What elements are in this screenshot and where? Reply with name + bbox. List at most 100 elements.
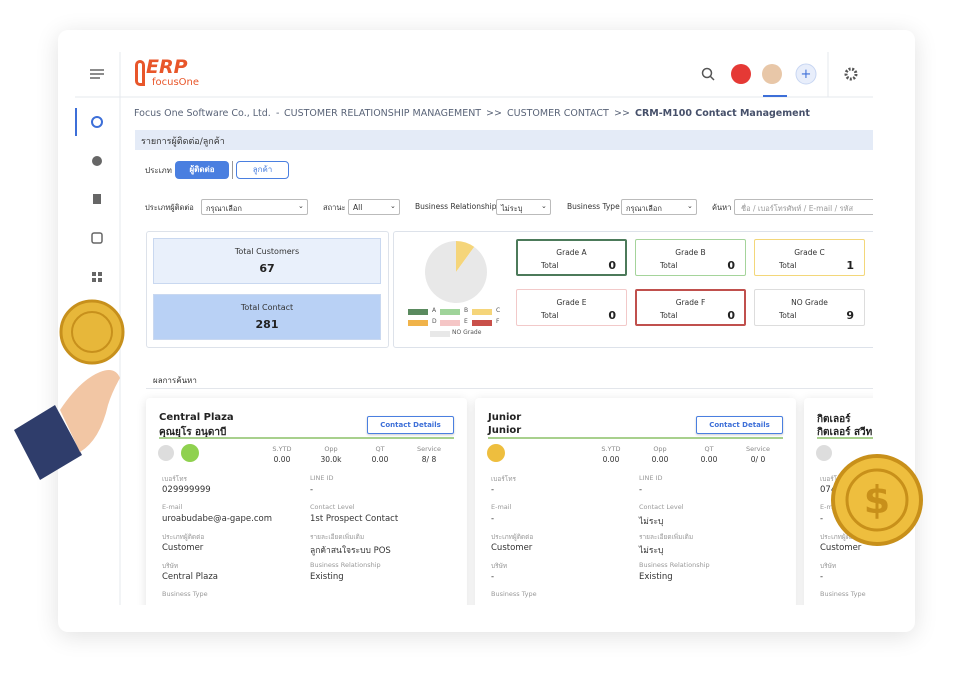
field-label: บริษัท (820, 562, 837, 570)
section-title: รายการผู้ติดต่อ/ลูกค้า (141, 137, 225, 147)
select-arrow: ⌄ (541, 202, 547, 210)
field-value: 074 (820, 485, 837, 495)
nav-icon[interactable] (92, 156, 102, 166)
legend-label: E (464, 318, 468, 325)
stat-label: QT (375, 445, 385, 453)
grade-box (516, 289, 627, 326)
stat-value: 0.00 (602, 455, 620, 464)
sidebar (75, 52, 120, 605)
summary-box (153, 238, 381, 284)
legend-label: C (496, 307, 501, 314)
legend-swatch (472, 309, 492, 315)
nav-icon[interactable] (91, 116, 103, 128)
filter-label: ประเภทผู้ติดต่อ (145, 203, 194, 212)
add-button[interactable] (795, 63, 817, 85)
search-label: ค้นหา (712, 203, 732, 212)
grade-total-label: Total (541, 261, 559, 270)
card-contact: คุณยุโร อนุดาบี (159, 427, 227, 438)
summary-value: 67 (259, 262, 275, 275)
field-value: Existing (639, 572, 673, 582)
breadcrumb-separator: - (276, 108, 280, 119)
breadcrumb-item[interactable]: Focus One Software Co., Ltd. (134, 108, 271, 119)
svg-text:+: + (801, 67, 812, 82)
status-icon (816, 445, 832, 461)
stat-value: 0.00 (700, 455, 718, 464)
field-value: Central Plaza (162, 572, 219, 582)
avatar[interactable] (731, 64, 751, 84)
field-label: E-mail (162, 503, 183, 511)
stat-value: 0.00 (651, 455, 669, 464)
select-arrow: ⌄ (687, 202, 693, 210)
grade-total-label: Total (779, 311, 797, 320)
stat-label: Opp (324, 445, 338, 453)
field-value: 029999999 (162, 485, 211, 495)
field-label: Business Relationship (310, 561, 381, 569)
grade-name: Grade B (675, 248, 706, 257)
field-label: Business Type (820, 590, 866, 598)
logo-subtext: focusOne (152, 77, 200, 88)
field-label: ประเภทผู้ติดต่อ (491, 533, 534, 541)
legend-swatch (430, 331, 450, 337)
filter-select[interactable]: กรุณาเลือก (621, 199, 697, 215)
grade-box (516, 239, 627, 276)
grade-total: 0 (727, 309, 735, 322)
breadcrumb-item[interactable]: CUSTOMER RELATIONSHIP MANAGEMENT (284, 108, 482, 119)
search-input[interactable]: ชื่อ / เบอร์โทรศัพท์ / E-mail / รหัส (734, 199, 873, 215)
field-label: เบอร์โทร (820, 475, 846, 483)
filter-select[interactable]: กรุณาเลือก (201, 199, 308, 215)
stat-value: 0.00 (273, 455, 291, 464)
legend-label: A (432, 307, 437, 314)
contact-details-button[interactable]: Contact Details (696, 416, 783, 434)
type-option[interactable]: ผู้ติดต่อ (175, 161, 229, 179)
legend-swatch (408, 320, 428, 326)
grade-total-label: Total (660, 311, 678, 320)
field-label: LINE ID (310, 474, 334, 482)
search-icon[interactable] (701, 67, 713, 79)
card-divider (488, 437, 783, 439)
field-label: เบอร์โทร (491, 475, 517, 483)
field-value: Customer (820, 543, 862, 553)
contact-details-button[interactable]: Contact Details (367, 416, 454, 434)
logo-text: ERP (146, 56, 188, 78)
contact-card (146, 398, 467, 605)
avatar[interactable] (762, 64, 782, 84)
results-title: ผลการค้นหา (153, 376, 197, 385)
menu-icon[interactable] (90, 69, 104, 79)
legend-swatch (440, 320, 460, 326)
legend-swatch (440, 309, 460, 315)
grade-name: Grade F (675, 298, 706, 307)
status-icon (181, 444, 199, 462)
summary-panel (146, 231, 389, 348)
filter-label: Business Type (567, 202, 620, 211)
field-value: uroabudabe@a-gape.com (162, 514, 272, 524)
field-value: - (491, 514, 495, 524)
field-value: 1st Prospect Contact (310, 514, 399, 524)
stat-label: S.YTD (272, 445, 292, 453)
legend-label: B (464, 307, 469, 314)
breadcrumb-item[interactable]: CRM-M100 Contact Management (635, 108, 810, 119)
field-label: E-mail (491, 503, 512, 511)
card-divider (159, 437, 454, 439)
field-label: ประเภทผู้ติดต่อ (820, 533, 863, 541)
filter-select[interactable]: All (348, 199, 400, 215)
type-option[interactable]: ลูกค้า (236, 161, 289, 179)
divider (232, 161, 233, 179)
active-marker (75, 108, 77, 136)
card-divider (817, 437, 873, 439)
filter-label: สถานะ (323, 203, 346, 212)
grade-box (635, 239, 746, 276)
grade-total-label: Total (779, 261, 797, 270)
results-divider (146, 388, 873, 389)
settings-icon[interactable] (844, 67, 858, 81)
field-label: Contact Level (310, 503, 355, 511)
stat-value: 30.0k (320, 455, 342, 464)
nav-icon[interactable] (91, 232, 103, 244)
filter-select[interactable]: ไม่ระบุ (496, 199, 551, 215)
grade-total: 1 (846, 259, 854, 272)
summary-box (153, 294, 381, 340)
nav-icon[interactable] (92, 272, 102, 282)
card-name: Junior (488, 412, 522, 423)
nav-icon[interactable] (93, 194, 101, 204)
breadcrumb-item[interactable]: CUSTOMER CONTACT (507, 108, 609, 119)
